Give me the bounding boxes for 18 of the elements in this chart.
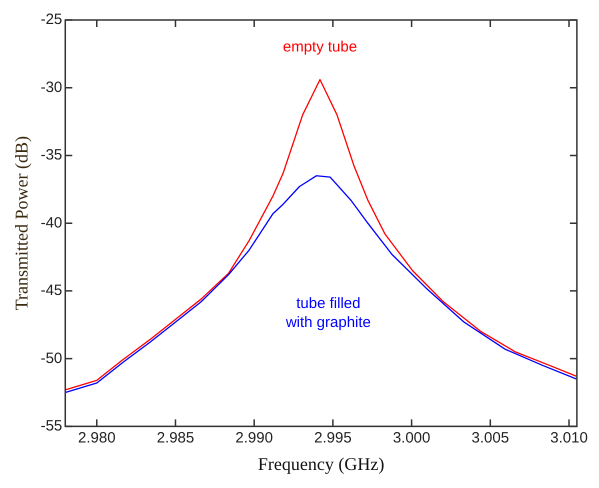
x-axis-title: Frequency (GHz) (258, 454, 384, 474)
y-tick-label: -45 (40, 282, 62, 300)
y-tick-label: -30 (40, 78, 62, 96)
x-tick-label: 2.990 (235, 430, 273, 447)
text: empty tube (282, 38, 358, 56)
y-tick-label: -40 (40, 214, 62, 232)
text: tube filled with graphite (284, 294, 371, 331)
x-tick-label: 2.985 (156, 430, 194, 447)
x-tick-label: 2.980 (78, 430, 116, 447)
y-axis-title: Transmitted Power (dB) (12, 136, 32, 310)
x-tick-label: 3.005 (472, 430, 510, 447)
x-tick-label: 3.010 (550, 430, 588, 447)
x-tick-label: 3.000 (392, 430, 430, 447)
y-tick-label: -55 (40, 418, 62, 435)
x-tick-label: 2.995 (314, 430, 352, 447)
y-tick-label: -25 (40, 11, 62, 28)
y-tick-label: -50 (40, 350, 62, 367)
y-tick-label: -35 (40, 146, 62, 164)
